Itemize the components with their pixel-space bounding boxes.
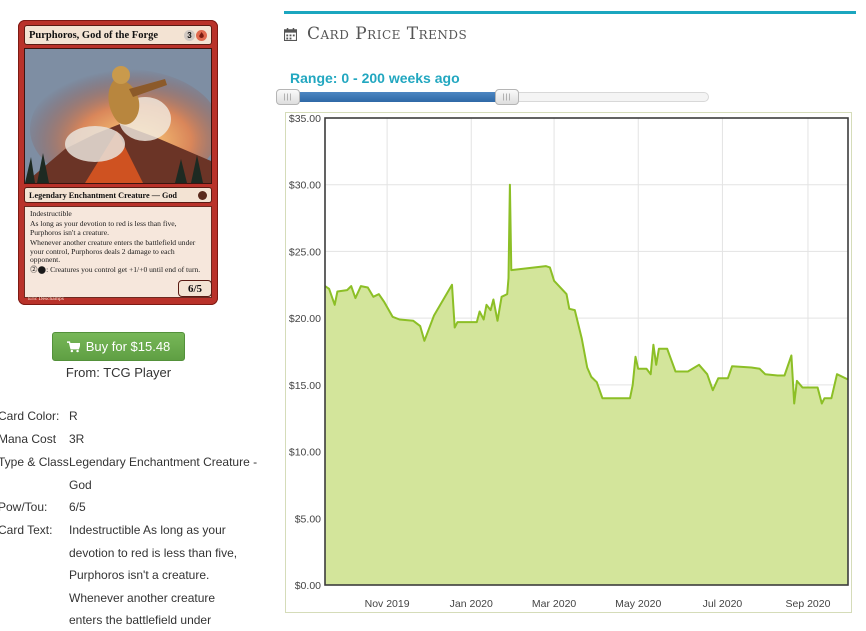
panel-title: Card Price Trends xyxy=(284,24,467,44)
detail-row-type: Type & Class: Legendary Enchantment Crea… xyxy=(0,451,258,496)
rules-line: Whenever another creature enters the bat… xyxy=(30,238,196,265)
detail-value: Indestructible As long as your devotion … xyxy=(69,523,238,627)
detail-row-color: Card Color: R xyxy=(0,405,258,428)
detail-value: 3R xyxy=(69,432,85,446)
detail-label: Card Text: xyxy=(0,523,53,537)
card-type-line: Legendary Enchantment Creature — God xyxy=(29,190,177,200)
card-art xyxy=(24,48,212,184)
detail-label: Type & Class: xyxy=(0,455,69,469)
range-slider-handle-min[interactable]: ||| xyxy=(276,89,300,105)
power-toughness-box: 6/5 xyxy=(178,280,212,297)
card-type-bar: Legendary Enchantment Creature — God xyxy=(24,187,212,203)
card-image: Purphoros, God of the Forge 3 xyxy=(18,20,218,305)
y-tick-label: $0.00 xyxy=(295,580,321,592)
range-label: Range: 0 - 200 weeks ago xyxy=(290,70,460,86)
calendar-icon xyxy=(284,27,297,41)
range-slider-fill xyxy=(289,92,507,102)
rules-line: ⓶⬤: Creatures you control get +1/+0 unti… xyxy=(30,266,206,274)
mana-cost: 3 xyxy=(184,29,207,41)
y-tick-label: $20.00 xyxy=(289,313,321,325)
detail-row-mana-cost: Mana Cost 3R xyxy=(0,428,258,451)
detail-value: 6/5 xyxy=(69,500,86,514)
detail-row-card-text: Card Text: Indestructible As long as you… xyxy=(0,519,258,631)
x-tick-label: Nov 2019 xyxy=(365,598,410,610)
panel-title-text: Card Price Trends xyxy=(307,24,468,44)
detail-label: Mana Cost xyxy=(0,432,57,446)
mana-generic-symbol: 3 xyxy=(184,29,195,41)
detail-value: R xyxy=(69,409,78,423)
plot-frame xyxy=(324,117,849,586)
section-divider xyxy=(284,11,856,14)
mana-symbol-icon: ⓶⬤ xyxy=(30,265,47,275)
price-area xyxy=(325,184,848,585)
detail-value: Legendary Enchantment Creature - God xyxy=(69,455,258,492)
buy-button-label: Buy for $15.48 xyxy=(85,339,171,354)
rules-line: Indestructible xyxy=(30,209,72,218)
x-tick-label: Jan 2020 xyxy=(450,598,493,610)
price-line xyxy=(324,183,849,405)
y-tick-label: $5.00 xyxy=(295,513,321,525)
card-name: Purphoros, God of the Forge xyxy=(29,29,159,41)
x-tick-label: Mar 2020 xyxy=(532,598,577,610)
detail-row-pow-tou: Pow/Tou: 6/5 xyxy=(0,496,258,519)
card-art-illustration xyxy=(25,49,211,183)
y-tick-label: $25.00 xyxy=(289,246,321,258)
detail-label: Pow/Tou: xyxy=(0,500,48,514)
x-tick-label: Sep 2020 xyxy=(785,598,830,610)
detail-label: Card Color: xyxy=(0,409,60,423)
mana-red-icon xyxy=(196,29,207,41)
price-chart-svg: $35.00 $30.00 $25.00 $20.00 $15.00 $10.00 $5.0… xyxy=(289,113,849,610)
set-symbol-icon xyxy=(198,190,207,200)
rules-line: As long as your devotion to red is less … xyxy=(30,219,177,237)
y-tick-label: $30.00 xyxy=(289,180,321,192)
card-details: Card Color: R Mana Cost 3R Type & Class:… xyxy=(0,405,258,631)
rules-ability: : Creatures you control get +1/+0 until … xyxy=(46,265,201,275)
y-tick-label: $10.00 xyxy=(289,447,321,459)
x-tick-label: May 2020 xyxy=(615,598,661,610)
card-artist-credit: Eric Deschamps xyxy=(28,296,64,302)
y-tick-label: $35.00 xyxy=(289,113,321,125)
y-tick-label: $15.00 xyxy=(289,380,321,392)
range-slider-handle-max[interactable]: ||| xyxy=(495,89,519,105)
buy-button[interactable]: Buy for $15.48 xyxy=(52,332,185,361)
card-name-bar: Purphoros, God of the Forge 3 xyxy=(24,25,212,45)
price-source: From: TCG Player xyxy=(65,365,172,380)
price-chart: $35.00 $30.00 $25.00 $20.00 $15.00 $10.00 $5.0… xyxy=(285,112,852,613)
x-tick-label: Jul 2020 xyxy=(703,598,743,610)
shopping-cart-icon xyxy=(66,340,80,352)
